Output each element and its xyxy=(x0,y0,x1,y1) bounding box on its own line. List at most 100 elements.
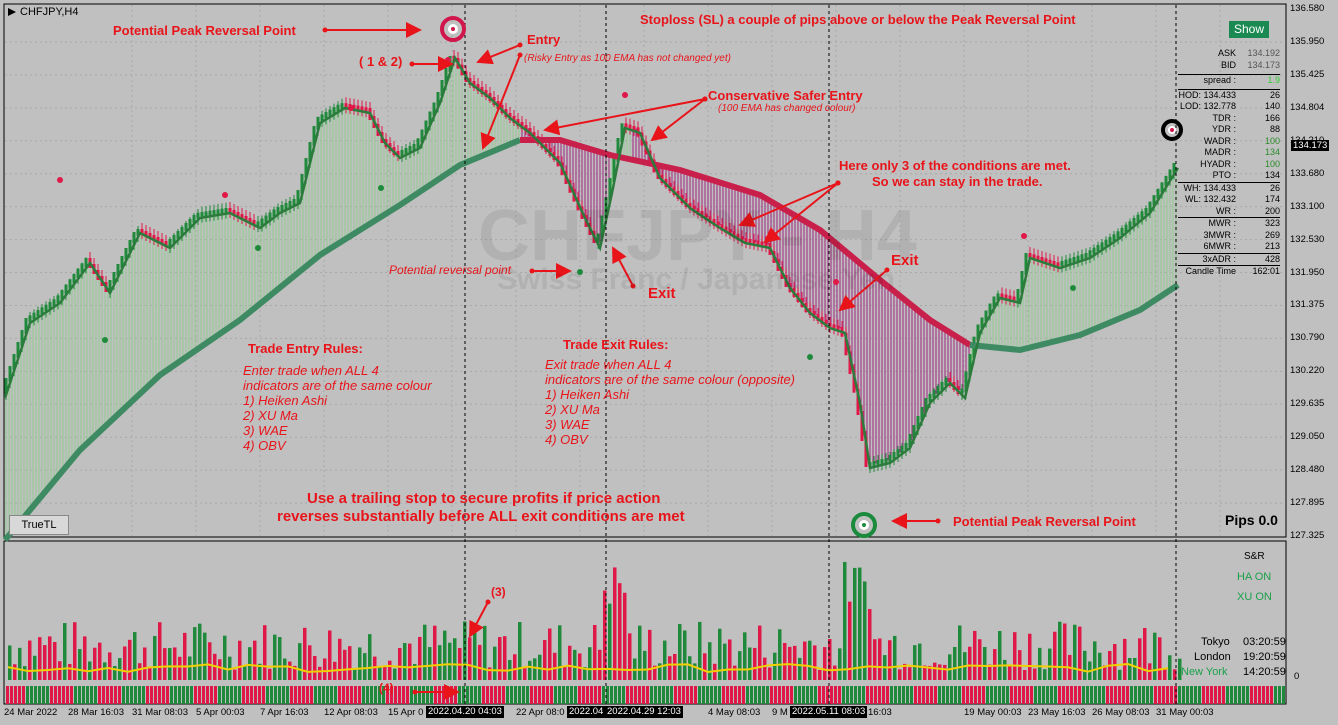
wae-bar xyxy=(683,630,687,680)
obv-segment xyxy=(250,686,253,704)
obv-segment xyxy=(402,686,405,704)
obv-segment xyxy=(242,686,245,704)
obv-segment xyxy=(1158,686,1161,704)
session-time: 14:20:59 xyxy=(1243,666,1286,678)
candle-body xyxy=(936,386,940,394)
candle-body xyxy=(976,324,980,341)
obv-segment xyxy=(718,686,721,704)
obv-segment xyxy=(494,686,497,704)
symbol-label[interactable]: CHFJPY,H4 xyxy=(20,6,79,18)
wae-bar xyxy=(313,656,317,680)
candle-body xyxy=(1092,247,1096,255)
obv-segment xyxy=(330,686,333,704)
stats-row-value: 100 xyxy=(1264,135,1280,146)
obv-segment xyxy=(1254,686,1257,704)
obv-segment xyxy=(406,686,409,704)
obv-segment xyxy=(1234,686,1237,704)
wae-bar xyxy=(143,647,147,680)
obv-segment xyxy=(38,686,41,704)
wae-bar xyxy=(73,622,77,680)
candle-body xyxy=(420,129,424,143)
wae-bar xyxy=(733,665,737,680)
obv-segment xyxy=(942,686,945,704)
wae-bar xyxy=(548,628,552,680)
stats-row-key: WL: 132.432 xyxy=(1184,194,1236,204)
wae-bar xyxy=(1048,648,1052,680)
candle-body xyxy=(352,104,356,110)
obv-segment xyxy=(1130,686,1133,704)
obv-segment xyxy=(1274,686,1277,704)
wae-bar xyxy=(563,665,567,680)
session-name: London xyxy=(1194,651,1231,663)
fractal-dot xyxy=(622,92,628,98)
candle-body xyxy=(312,126,316,146)
candle-body xyxy=(632,126,636,132)
wae-bar xyxy=(933,662,937,680)
bid-value: 134.173 xyxy=(1247,59,1280,70)
stats-row-key: HOD: 134.433 xyxy=(1178,89,1236,100)
candle-body xyxy=(280,205,284,211)
truetl-button[interactable]: TrueTL xyxy=(9,515,69,535)
spread-value: 1.9 xyxy=(1267,75,1280,85)
obv-segment xyxy=(898,686,901,704)
obv-segment xyxy=(362,686,365,704)
obv-segment xyxy=(1006,686,1009,704)
wae-bar xyxy=(873,639,877,680)
wae-bar xyxy=(148,667,152,680)
time-cursor-box: 2022.04 xyxy=(567,706,606,718)
wae-bar xyxy=(558,625,562,680)
candle-body xyxy=(844,332,848,356)
obv-segment xyxy=(870,686,873,704)
obv-segment xyxy=(290,686,293,704)
annotation-arrow xyxy=(650,98,706,142)
obv-segment xyxy=(138,686,141,704)
obv-segment xyxy=(234,686,237,704)
wae-bar xyxy=(843,561,847,680)
obv-segment xyxy=(950,686,953,704)
obv-segment xyxy=(470,686,473,704)
wae-bar xyxy=(1113,644,1117,680)
candle-body xyxy=(332,107,336,114)
stats-rows: HOD: 134.433 26 LOD: 132.778 140 TDR :166 YDR… xyxy=(1178,88,1280,278)
wae-bar xyxy=(348,646,352,680)
candle-body xyxy=(172,235,176,243)
candle-body xyxy=(228,208,232,214)
candle-body xyxy=(1124,224,1128,232)
obv-segment xyxy=(322,686,325,704)
show-button[interactable]: Show xyxy=(1229,21,1269,38)
wae-bar xyxy=(153,635,157,680)
obv-segment xyxy=(598,686,601,704)
candle-body xyxy=(208,210,212,216)
candle-body xyxy=(1108,237,1112,244)
candle-body xyxy=(144,231,148,237)
wae-bar xyxy=(603,590,607,680)
candle-body xyxy=(264,215,268,223)
pips-display: Pips 0.0 xyxy=(1225,512,1278,528)
wae-bar xyxy=(338,638,342,680)
obv-segment xyxy=(390,686,393,704)
candle-body xyxy=(360,106,364,112)
wae-bar xyxy=(18,647,22,680)
candle-body xyxy=(700,211,704,218)
price-tick: 135.950 xyxy=(1290,35,1325,47)
wae-bar xyxy=(1163,669,1167,680)
obv-segment xyxy=(434,686,437,704)
candle-body xyxy=(432,102,436,116)
candle-body xyxy=(832,324,836,330)
obv-segment xyxy=(50,686,53,704)
arrow-tail-dot xyxy=(884,267,890,273)
obv-segment xyxy=(842,686,845,704)
obv-segment xyxy=(422,686,425,704)
label-4: (4) xyxy=(379,681,394,695)
session-time: 19:20:59 xyxy=(1243,651,1286,663)
obv-segment xyxy=(1018,686,1021,704)
wae-bar xyxy=(423,624,427,680)
stats-row-key: WH: 134.433 xyxy=(1183,182,1236,193)
wae-bar xyxy=(288,661,292,680)
obv-segment xyxy=(74,686,77,704)
candle-body xyxy=(424,120,428,134)
obv-segment xyxy=(46,686,49,704)
obv-segment xyxy=(374,686,377,704)
candle-body xyxy=(1044,258,1048,264)
